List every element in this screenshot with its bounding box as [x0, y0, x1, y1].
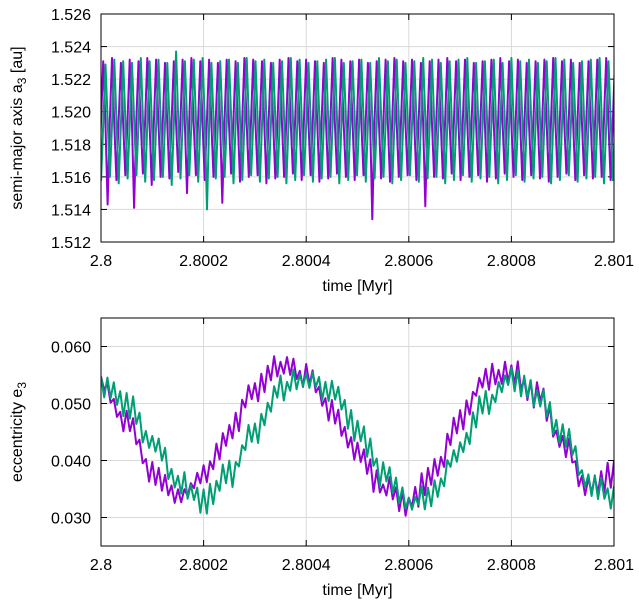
- chart-top: 1.512 1.514 1.516 1.518 1.520 1.522 1.524 1.526…: [9, 7, 634, 295]
- x-tick-label: 2.8002: [179, 253, 228, 270]
- series-line-2: [101, 50, 614, 211]
- series-group-bottom: [101, 355, 614, 517]
- y-tick-label: 0.030: [51, 511, 91, 528]
- x-tick-label: 2.8: [90, 253, 112, 270]
- x-tick-label: 2.801: [594, 253, 634, 270]
- y-tick-label: 1.514: [51, 202, 91, 219]
- y-axis-label-top-suffix: [au]: [9, 46, 26, 77]
- y-tick-label: 1.520: [51, 105, 91, 122]
- y-tick-label: 0.050: [51, 397, 91, 414]
- x-tick-label: 2.8008: [487, 557, 536, 574]
- x-tick-labels-bottom: 2.8 2.8002 2.8004 2.8006 2.8008 2.801: [90, 557, 634, 574]
- y-axis-label-top: semi-major axis a3 [au]: [9, 46, 29, 209]
- x-tick-label: 2.8: [90, 557, 112, 574]
- x-tick-labels-top: 2.8 2.8002 2.8004 2.8006 2.8008 2.801: [90, 253, 634, 270]
- y-tick-labels-top: 1.512 1.514 1.516 1.518 1.520 1.522 1.524 1.526: [51, 7, 91, 252]
- plot-frame-top: [100, 13, 615, 243]
- x-tick-label: 2.8006: [384, 253, 433, 270]
- x-axis-label-top: time [Myr]: [322, 278, 392, 295]
- x-tick-label: 2.8004: [282, 557, 331, 574]
- series-group-top: [101, 50, 614, 221]
- axis-ticks-bottom: [100, 318, 615, 546]
- x-tick-label: 2.801: [594, 557, 634, 574]
- y-axis-label-top-main: semi-major axis a: [9, 84, 26, 209]
- y-tick-label: 0.040: [51, 454, 91, 471]
- y-axis-label-bottom-sub: 3: [15, 382, 29, 389]
- series-line-1: [101, 355, 614, 517]
- y-tick-label: 1.526: [51, 7, 91, 24]
- y-tick-label: 1.524: [51, 40, 91, 57]
- x-tick-label: 2.8002: [179, 557, 228, 574]
- y-tick-label: 1.516: [51, 170, 91, 187]
- y-tick-label: 1.518: [51, 137, 91, 154]
- y-tick-label: 1.522: [51, 72, 91, 89]
- x-tick-label: 2.8004: [282, 253, 331, 270]
- y-tick-label: 0.060: [51, 340, 91, 357]
- y-axis-label-bottom: eccentricity e3: [9, 382, 29, 482]
- x-axis-label-bottom: time [Myr]: [322, 582, 392, 599]
- y-axis-label-top-sub: 3: [15, 77, 29, 84]
- x-tick-label: 2.8008: [487, 253, 536, 270]
- plot-frame-bottom: [100, 317, 615, 547]
- y-tick-labels-bottom: 0.030 0.040 0.050 0.060: [51, 340, 91, 528]
- x-tick-label: 2.8006: [384, 557, 433, 574]
- grid-lines-bottom: [101, 318, 614, 546]
- chart-bottom: 0.030 0.040 0.050 0.060 2.8 2.8002 2.8004 2.80…: [9, 317, 634, 599]
- series-line-2: [101, 366, 614, 515]
- y-axis-label-bottom-main: eccentricity e: [9, 389, 26, 482]
- y-tick-label: 1.512: [51, 235, 91, 252]
